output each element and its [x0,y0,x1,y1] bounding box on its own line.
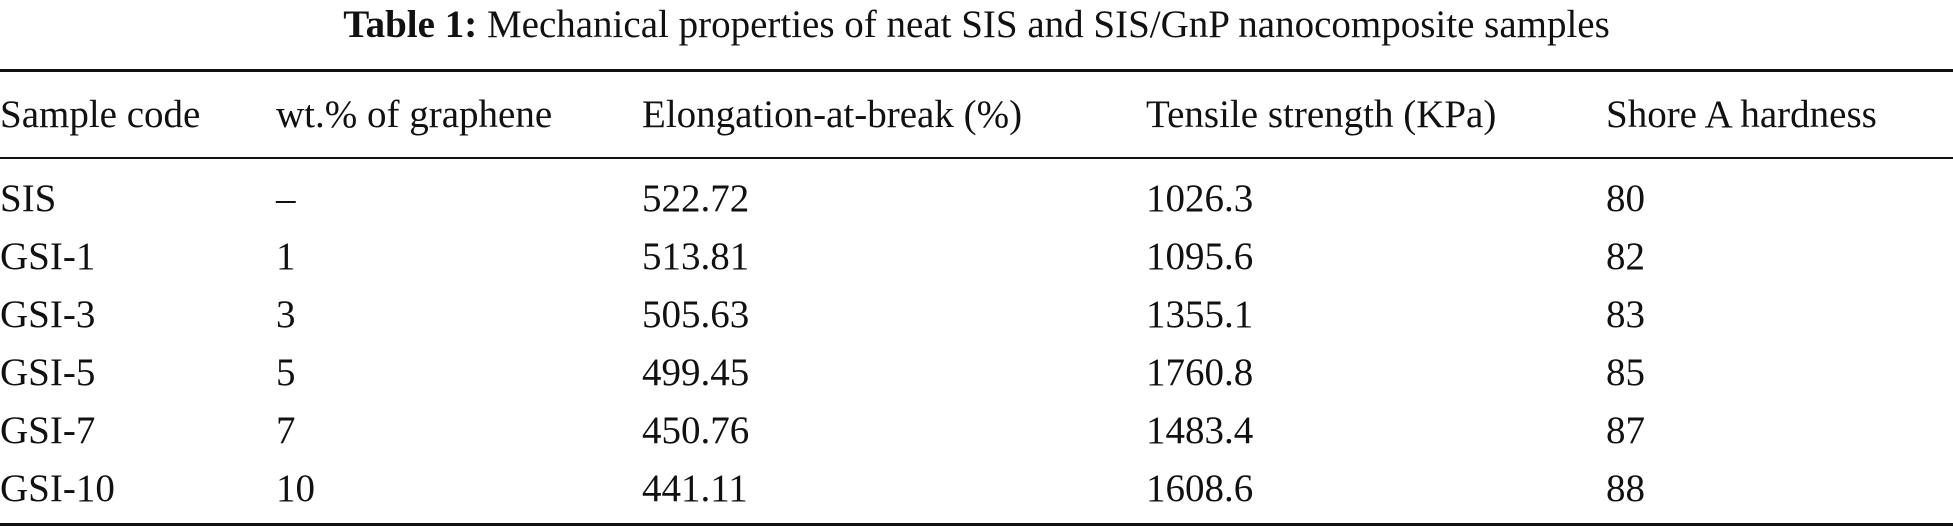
cell-elongation: 505.63 [642,292,750,336]
cell-hardness: 87 [1606,408,1645,452]
cell-tensile-strength: 1355.1 [1146,292,1254,336]
cell-tensile-strength: 1095.6 [1146,234,1254,278]
cell-sample-code: GSI-5 [0,350,96,394]
cell-tensile-strength: 1483.4 [1146,408,1254,452]
cell-graphene-wt: 10 [276,466,315,510]
cell-elongation: 450.76 [642,408,750,452]
cell-graphene-wt: 5 [276,350,296,394]
cell-tensile-strength: 1760.8 [1146,350,1254,394]
cell-elongation: 441.11 [642,466,748,510]
table-header-rule [0,157,1953,159]
cell-sample-code: GSI-3 [0,292,96,336]
table-header-row: Sample code wt.% of graphene Elongation-… [0,72,1953,157]
header-graphene-wt: wt.% of graphene [276,93,553,136]
cell-hardness: 83 [1606,292,1645,336]
table-caption-text: Mechanical properties of neat SIS and SI… [486,3,1610,46]
table-caption: Table 1: Mechanical properties of neat S… [0,2,1953,48]
cell-graphene-wt: – [276,176,296,220]
table-row: SIS – 522.72 1026.3 80 [0,157,1953,227]
table-row: GSI-7 7 450.76 1483.4 87 [0,401,1953,459]
header-tensile-strength: Tensile strength (KPa) [1146,93,1497,136]
cell-elongation: 513.81 [642,234,750,278]
table-row: GSI-10 10 441.11 1608.6 88 [0,459,1953,517]
header-elongation-at-break: Elongation-at-break (%) [642,93,1023,136]
cell-hardness: 88 [1606,466,1645,510]
cell-elongation: 499.45 [642,350,750,394]
cell-hardness: 80 [1606,176,1645,220]
header-sample-code: Sample code [0,93,201,136]
header-shore-a-hardness: Shore A hardness [1606,93,1877,136]
table-top-rule [0,69,1953,72]
cell-graphene-wt: 7 [276,408,296,452]
cell-tensile-strength: 1608.6 [1146,466,1254,510]
table-caption-label: Table 1: [343,3,478,46]
cell-sample-code: SIS [0,176,57,220]
cell-sample-code: GSI-1 [0,234,96,278]
table-row: GSI-5 5 499.45 1760.8 85 [0,343,1953,401]
cell-hardness: 85 [1606,350,1645,394]
cell-sample-code: GSI-7 [0,408,96,452]
mechanical-properties-table: Sample code wt.% of graphene Elongation-… [0,72,1953,517]
table-row: GSI-1 1 513.81 1095.6 82 [0,227,1953,285]
cell-tensile-strength: 1026.3 [1146,176,1254,220]
cell-elongation: 522.72 [642,176,750,220]
cell-graphene-wt: 1 [276,234,296,278]
cell-sample-code: GSI-10 [0,466,115,510]
table-bottom-rule [0,523,1953,526]
table-row: GSI-3 3 505.63 1355.1 83 [0,285,1953,343]
cell-graphene-wt: 3 [276,292,296,336]
cell-hardness: 82 [1606,234,1645,278]
